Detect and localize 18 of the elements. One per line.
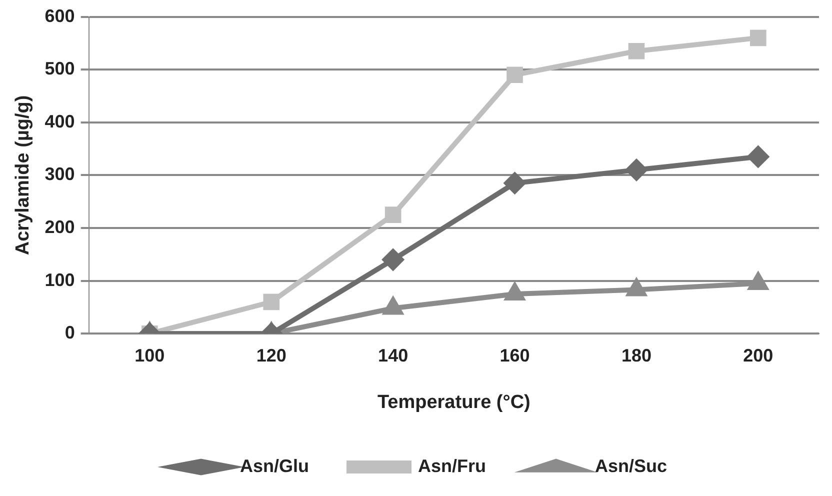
- y-tick-label: 400: [44, 111, 75, 132]
- y-tick-label: 100: [44, 270, 75, 290]
- y-axis-title: Acrylamide (µg/g): [12, 95, 34, 256]
- x-tick-label: 140: [378, 345, 408, 366]
- y-tick-label: 300: [44, 164, 75, 184]
- x-axis-title: Temperature (°C): [377, 392, 530, 413]
- legend-label: Asn/Fru: [418, 456, 486, 476]
- x-tick-label: 160: [500, 345, 530, 366]
- legend-label: Asn/Glu: [240, 456, 310, 476]
- x-tick-label: 180: [621, 345, 652, 366]
- y-tick-label: 0: [64, 322, 75, 343]
- y-tick-label: 600: [44, 6, 75, 26]
- x-tick-label: 120: [256, 345, 286, 366]
- x-tick-label: 200: [743, 345, 774, 366]
- legend-label: Asn/Suc: [594, 456, 668, 476]
- y-tick-label: 500: [44, 58, 75, 79]
- x-tick-label: 100: [134, 345, 165, 366]
- y-tick-label: 200: [44, 216, 75, 237]
